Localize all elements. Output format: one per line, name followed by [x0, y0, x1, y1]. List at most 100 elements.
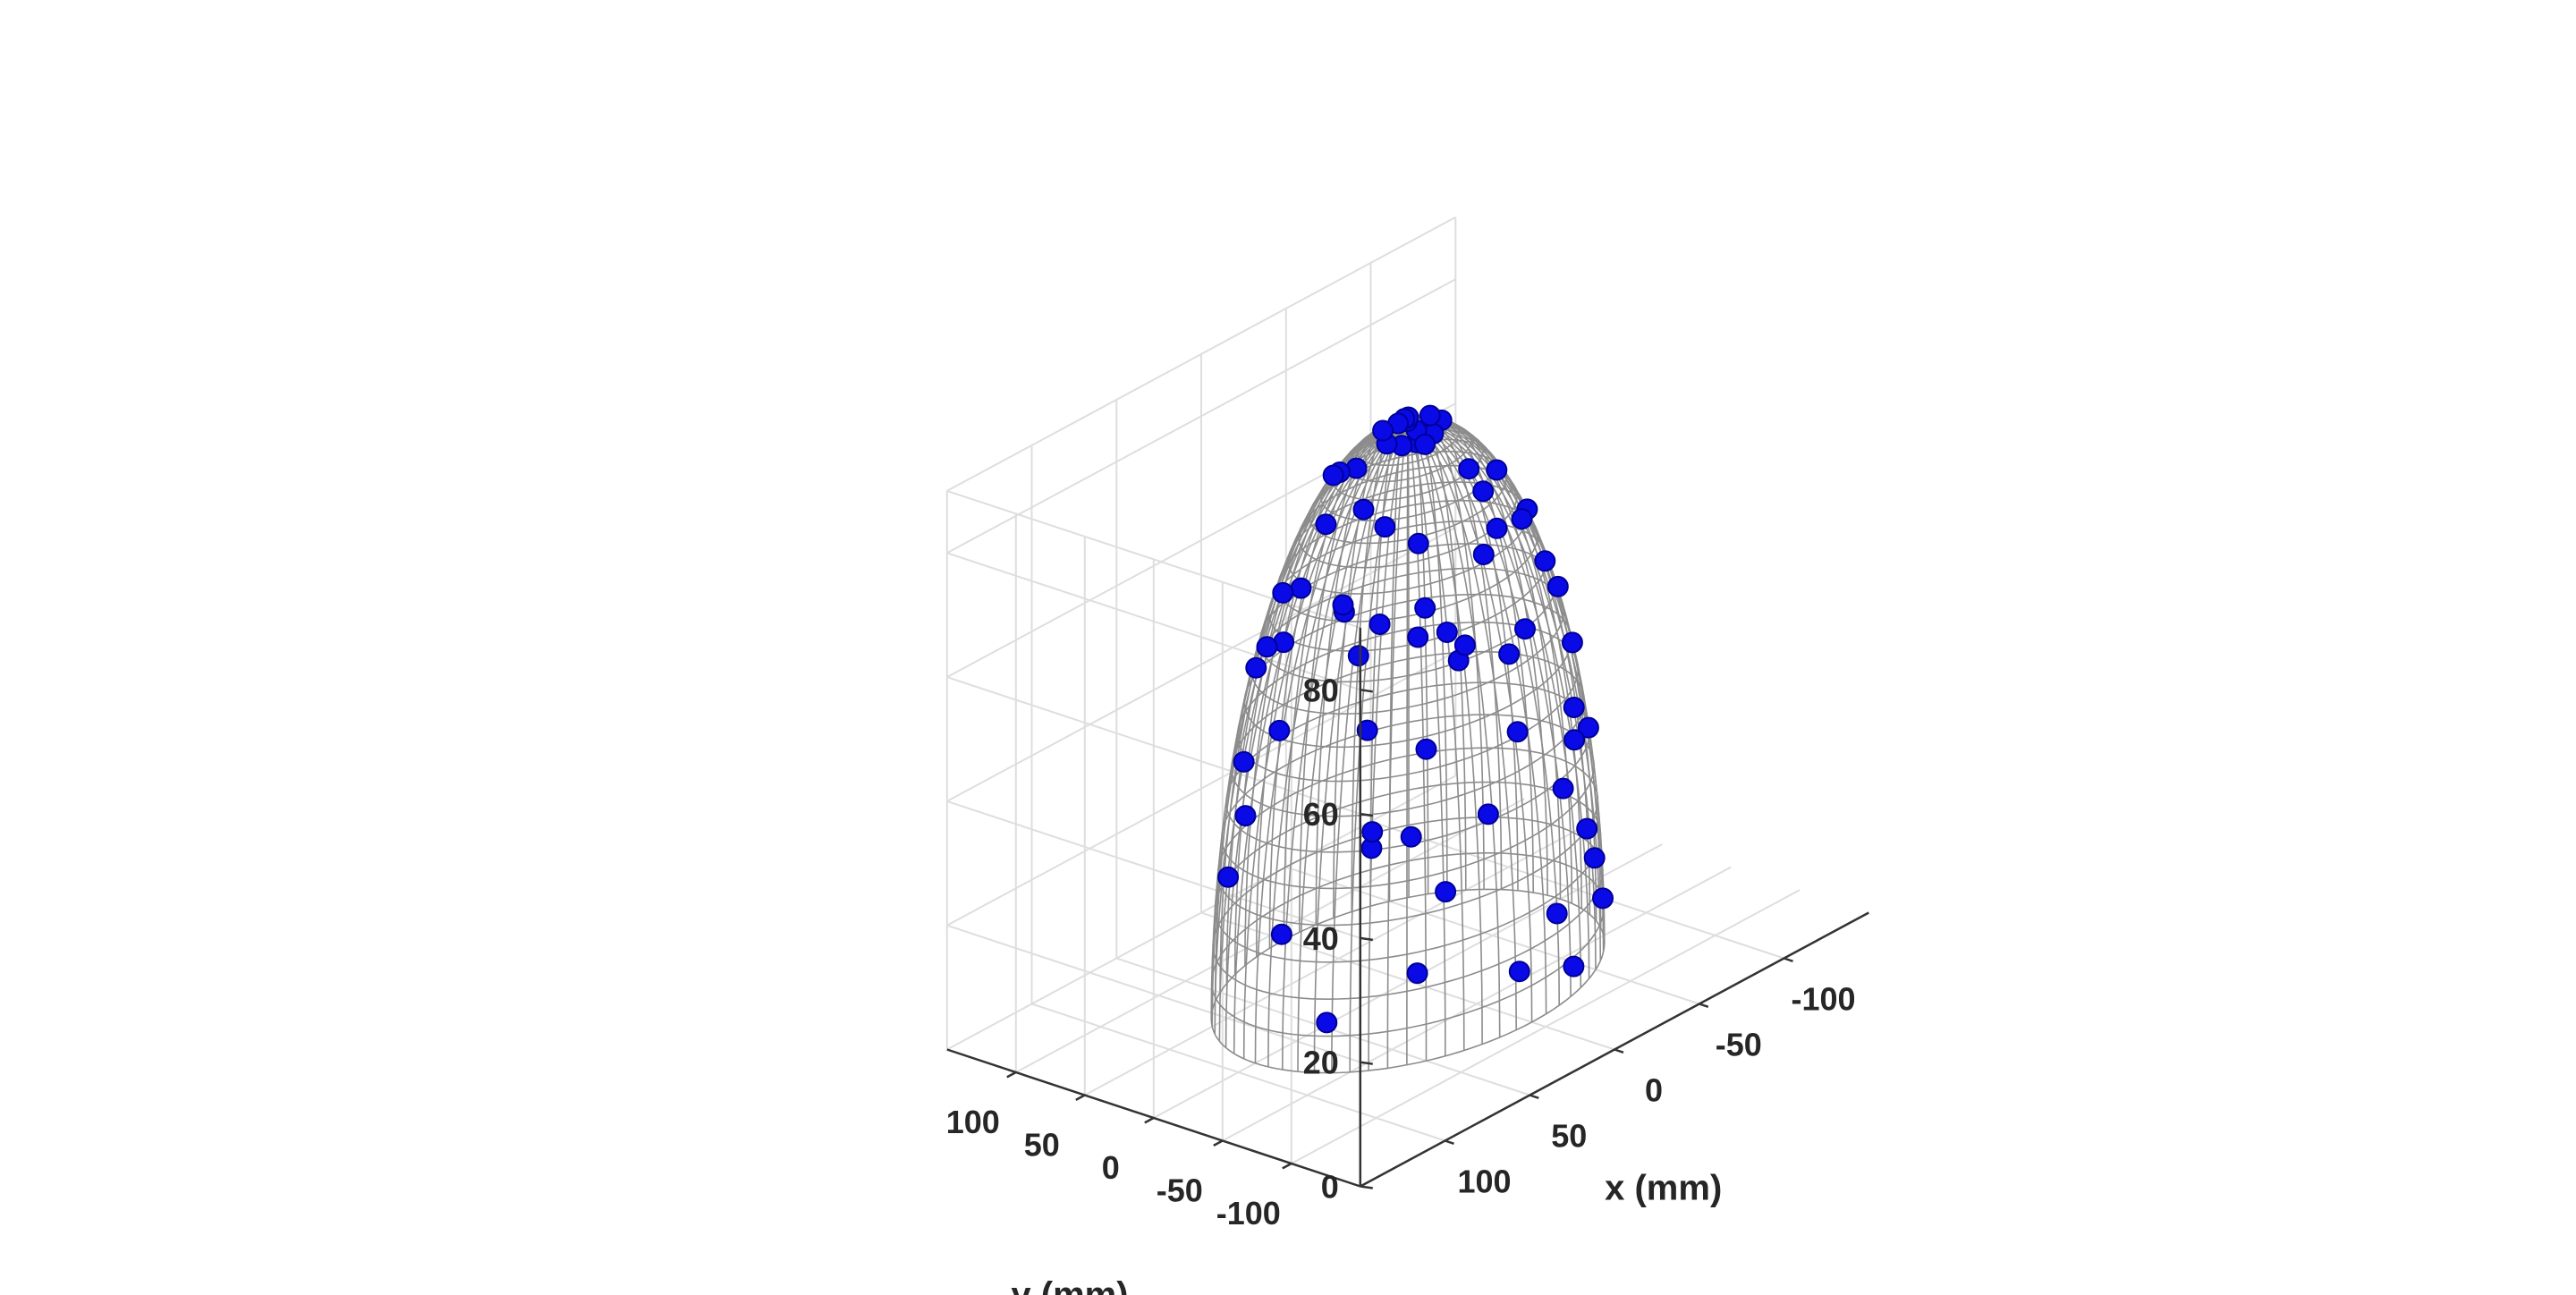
data-point — [1217, 866, 1240, 888]
longitude-line — [1407, 421, 1560, 1006]
y-axis-title: y (mm) — [1011, 1275, 1128, 1295]
data-point — [1486, 459, 1508, 481]
data-point — [1436, 622, 1458, 643]
data-point — [1290, 577, 1312, 599]
y-tick-label: 50 — [1024, 1127, 1060, 1164]
longitude-line — [1407, 421, 1602, 961]
axes-grid — [945, 216, 1801, 1188]
box-edge — [946, 216, 1456, 492]
longitude-line — [1268, 420, 1409, 949]
longitude-line — [1407, 421, 1582, 988]
z-tick-mark — [1360, 689, 1373, 693]
z-tick-label: 40 — [1303, 920, 1339, 957]
x-tick-mark — [1784, 957, 1793, 962]
floor-gridline — [1084, 820, 1594, 1096]
data-point — [1316, 1011, 1338, 1034]
data-point — [1583, 847, 1606, 869]
data-point — [1561, 631, 1583, 654]
data-point — [1414, 433, 1436, 455]
longitude-line — [1267, 421, 1409, 1067]
x-axis-tick-labels: -100 -50 0 50 100 — [1445, 957, 1856, 1200]
data-point — [1472, 480, 1495, 503]
data-point — [1372, 419, 1394, 442]
z-tick-mark — [1360, 936, 1373, 942]
data-point — [1374, 516, 1396, 538]
z-tick-label: 20 — [1303, 1045, 1339, 1081]
data-point — [1506, 721, 1529, 743]
data-point — [1245, 656, 1267, 679]
longitude-line — [1282, 421, 1409, 1071]
data-point — [1415, 738, 1437, 760]
data-point — [1577, 716, 1599, 739]
data-point — [1419, 404, 1441, 427]
x-tick-mark — [1445, 1139, 1454, 1145]
longitude-line — [1407, 421, 1517, 1030]
x-axis-title: x (mm) — [1605, 1169, 1722, 1208]
wall-gridline — [946, 650, 1456, 927]
z-tick-label: 60 — [1303, 796, 1339, 833]
data-point — [1472, 544, 1495, 565]
data-point — [1347, 645, 1369, 667]
data-point — [1272, 581, 1294, 604]
longitude-line — [1407, 421, 1533, 1022]
longitude-line — [1407, 421, 1501, 1037]
y-tick-mark — [1075, 1094, 1086, 1101]
wall-gridline — [946, 676, 1361, 816]
data-point — [1477, 803, 1499, 825]
z-axis-tick-labels: 0 20 40 60 80 — [1303, 672, 1373, 1206]
wall-gridline — [946, 552, 1361, 691]
z-tick-mark — [1360, 1185, 1373, 1189]
data-point — [1406, 962, 1428, 985]
y-tick-mark — [1282, 1162, 1292, 1170]
data-point — [1546, 902, 1568, 925]
data-point — [1368, 614, 1391, 635]
longitude-line — [1406, 422, 1409, 1065]
data-point — [1592, 887, 1614, 910]
data-point — [1322, 464, 1344, 487]
longitude-line — [1218, 421, 1409, 1042]
wall-gridline — [946, 924, 1361, 1063]
data-point — [1511, 508, 1533, 530]
longitude-line — [1407, 421, 1572, 997]
longitude-line — [1386, 422, 1409, 1069]
wall-gridline — [946, 527, 1456, 802]
x-tick-label: -50 — [1716, 1027, 1762, 1063]
x-tick-mark — [1699, 1003, 1709, 1008]
floor-gridline — [1291, 889, 1801, 1164]
y-tick-mark — [1006, 1071, 1017, 1079]
z-tick-label: 80 — [1303, 672, 1339, 708]
y-tick-label: 0 — [1102, 1149, 1120, 1186]
y-tick-mark — [1144, 1116, 1155, 1124]
longitude-line — [1313, 421, 1409, 1073]
y-tick-label: 100 — [946, 1104, 1000, 1140]
data-point — [1435, 881, 1457, 903]
z-tick-mark — [1360, 812, 1373, 817]
floor-gridline — [1222, 866, 1732, 1142]
longitude-line — [1297, 421, 1409, 1072]
x-tick-label: 50 — [1551, 1118, 1587, 1155]
wall-gridline — [946, 278, 1456, 554]
y-tick-label: -100 — [1216, 1195, 1281, 1232]
data-point — [1407, 626, 1429, 648]
data-point — [1414, 597, 1436, 619]
data-point — [1508, 961, 1530, 983]
y-axis-tick-labels: -100 -50 0 50 100 — [946, 1071, 1292, 1232]
data-point — [1576, 817, 1598, 840]
data-point — [1356, 719, 1378, 741]
data-point — [1332, 594, 1354, 616]
x-tick-mark — [1614, 1048, 1624, 1054]
longitude-line — [1256, 420, 1409, 957]
data-point — [1268, 719, 1291, 741]
x-tick-mark — [1529, 1094, 1539, 1099]
x-tick-label: -100 — [1791, 981, 1855, 1018]
data-point — [1407, 532, 1429, 554]
data-point — [1546, 575, 1569, 597]
data-point — [1361, 821, 1384, 843]
data-point — [1514, 618, 1536, 640]
y-tick-mark — [1213, 1139, 1224, 1147]
data-point — [1233, 750, 1255, 773]
y-tick-label: -50 — [1157, 1172, 1203, 1209]
z-tick-mark — [1360, 1061, 1373, 1065]
hemisphere-wireframe — [1210, 414, 1606, 1074]
